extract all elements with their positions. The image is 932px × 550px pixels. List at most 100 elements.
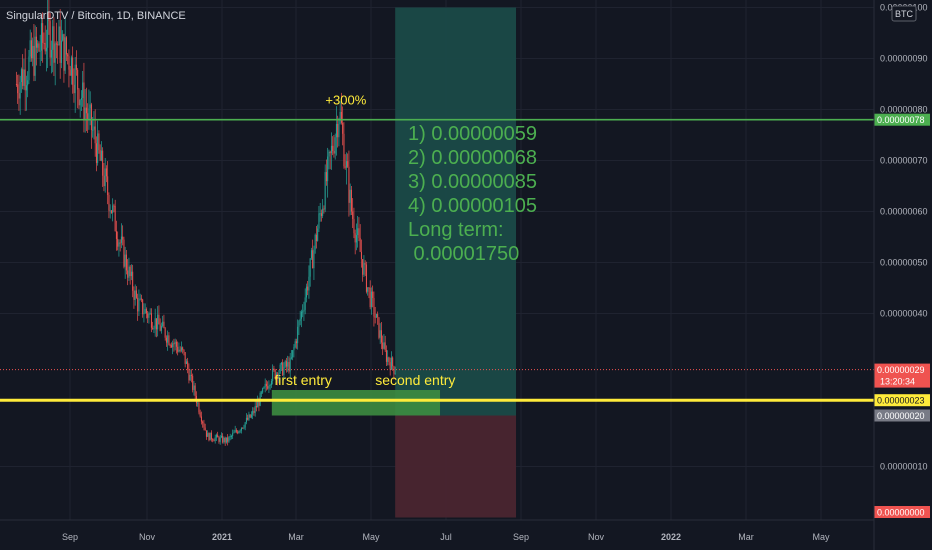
- candle: [248, 414, 250, 420]
- candle: [232, 433, 234, 436]
- candle: [360, 251, 362, 260]
- candle: [324, 172, 326, 210]
- time-tick-label: Nov: [588, 532, 605, 542]
- candle: [277, 373, 279, 379]
- currency-badge[interactable]: BTC: [891, 5, 917, 22]
- candle: [223, 437, 225, 443]
- candle: [238, 431, 240, 434]
- candle: [93, 126, 95, 130]
- candle: [233, 432, 235, 434]
- candle: [289, 358, 291, 372]
- candle: [185, 361, 187, 364]
- candle: [255, 406, 257, 408]
- candle: [249, 414, 251, 418]
- candle: [145, 309, 147, 314]
- candle: [49, 21, 51, 58]
- candle: [269, 385, 271, 387]
- candle: [282, 362, 284, 376]
- candle: [58, 26, 60, 46]
- candle: [264, 383, 266, 388]
- price-tick-label: 0.00000050: [880, 258, 928, 268]
- target-line: Long term:: [408, 219, 504, 241]
- loss-zone[interactable]: [395, 415, 517, 518]
- candle: [292, 350, 294, 358]
- candle: [142, 299, 144, 315]
- candle: [63, 34, 65, 71]
- candle: [275, 373, 277, 379]
- candle: [283, 366, 285, 376]
- candle: [339, 111, 341, 121]
- candle: [327, 156, 329, 182]
- candle: [280, 362, 282, 365]
- candle: [132, 271, 134, 291]
- candle: [247, 417, 249, 420]
- candle: [287, 362, 289, 367]
- time-tick-label: Sep: [62, 532, 78, 542]
- candle: [390, 357, 392, 370]
- candle: [318, 213, 320, 229]
- candle: [24, 69, 26, 91]
- candle: [40, 23, 42, 51]
- candle: [309, 258, 311, 277]
- candle: [384, 342, 386, 351]
- candle: [325, 172, 327, 182]
- profit-zone[interactable]: [395, 7, 517, 416]
- candle: [227, 437, 229, 442]
- candle: [320, 213, 322, 216]
- candle: [87, 113, 89, 120]
- candle: [330, 145, 332, 154]
- candle: [37, 43, 39, 48]
- price-tag-label: 0.00000000: [877, 508, 925, 518]
- candle: [308, 276, 310, 291]
- candle: [135, 290, 137, 298]
- candle: [349, 189, 351, 203]
- candle: [43, 42, 45, 44]
- candle: [134, 290, 136, 300]
- candle: [70, 57, 72, 76]
- target-line: 4) 0.00000105: [408, 195, 537, 217]
- candle: [180, 347, 182, 351]
- time-axis[interactable]: Sep Nov 2021 Mar May Jul Sep Nov 2022 Mar May: [0, 519, 874, 542]
- candle: [348, 166, 350, 203]
- price-tick-label: 0.00000060: [880, 207, 928, 217]
- candle: [224, 437, 226, 443]
- candle: [178, 349, 180, 352]
- candle: [38, 43, 40, 51]
- candle: [354, 233, 356, 243]
- candle: [47, 12, 49, 48]
- candle: [352, 211, 354, 219]
- candle: [89, 104, 91, 109]
- candle: [120, 236, 122, 243]
- candle: [42, 23, 44, 43]
- candle: [290, 357, 292, 359]
- candle: [218, 437, 220, 442]
- candle: [319, 213, 321, 215]
- candle: [20, 69, 22, 83]
- candle: [73, 84, 75, 94]
- candle: [95, 143, 97, 163]
- candle: [22, 69, 24, 86]
- candle: [340, 111, 342, 123]
- candle: [130, 271, 132, 277]
- candle: [229, 436, 231, 438]
- price-tag: [874, 506, 930, 518]
- candle: [323, 208, 325, 210]
- candle: [345, 161, 347, 168]
- candle: [347, 161, 349, 167]
- candle: [143, 313, 145, 315]
- candle: [45, 47, 47, 52]
- candle: [125, 254, 127, 271]
- candle: [374, 316, 376, 318]
- candle: [367, 287, 369, 292]
- candle: [138, 299, 140, 312]
- entry-zone[interactable]: [271, 390, 441, 416]
- candle: [193, 385, 195, 390]
- candle: [113, 205, 115, 207]
- candle: [114, 205, 116, 232]
- candle: [153, 328, 155, 330]
- candle: [207, 433, 209, 437]
- candle: [333, 151, 335, 154]
- candle: [200, 416, 202, 422]
- candle: [220, 435, 222, 438]
